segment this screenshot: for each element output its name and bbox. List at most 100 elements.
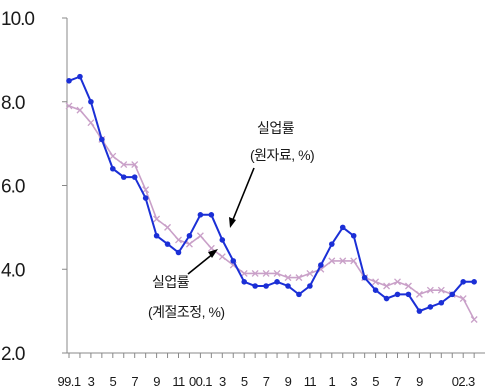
data-point-raw (230, 258, 237, 264)
data-point-raw (307, 283, 313, 289)
data-point-raw (449, 291, 456, 298)
data-point-seasonal (459, 295, 467, 303)
annotation-raw-arrow (231, 167, 255, 223)
data-point-raw (471, 279, 477, 285)
series-layer (65, 73, 478, 323)
data-point-raw (241, 279, 247, 285)
x-tick-label: 9 (153, 374, 160, 389)
data-point-raw (394, 291, 401, 298)
y-tick-label: 8.0 (1, 93, 25, 114)
data-point-seasonal (76, 106, 84, 114)
data-point-raw (285, 283, 291, 289)
y-tick-label: 6.0 (1, 177, 25, 198)
data-point-raw (208, 212, 215, 218)
data-point-raw (131, 174, 138, 180)
data-point-seasonal (284, 274, 292, 282)
data-point-seasonal (240, 269, 248, 277)
data-point-seasonal (372, 278, 380, 286)
x-tick-label: 00.1 (189, 374, 212, 389)
y-tick-label: 2.0 (1, 344, 25, 365)
data-point-raw (329, 241, 335, 247)
data-point-seasonal (404, 282, 412, 290)
annotation-raw-line2: (원자료, %) (250, 147, 314, 163)
data-point-raw (77, 73, 83, 80)
data-point-raw (318, 262, 324, 268)
x-tick-label: 11 (304, 374, 317, 389)
data-point-raw (274, 279, 280, 285)
data-point-raw (427, 304, 434, 310)
data-point-seasonal (339, 257, 347, 265)
x-tick-label: 7 (263, 374, 270, 389)
data-point-raw (438, 299, 445, 306)
data-point-seasonal (470, 316, 478, 323)
data-point-raw (372, 287, 379, 293)
data-point-raw (460, 279, 467, 285)
x-tick-label: 3 (88, 374, 95, 389)
x-tick-label: 99.1 (58, 374, 81, 389)
data-point-seasonal (394, 278, 401, 286)
data-point-raw (175, 249, 182, 256)
x-tick-label: 3 (350, 374, 357, 389)
y-tick-labels: 10.0 8.0 6.0 4.0 2.0 (1, 9, 35, 365)
x-tick-label: 7 (131, 374, 138, 389)
data-point-raw (350, 232, 357, 239)
data-point-seasonal (218, 253, 226, 261)
data-point-raw (263, 283, 269, 289)
data-point-seasonal (350, 257, 358, 265)
x-tick-label: 7 (394, 374, 401, 389)
x-tick-label: 9 (285, 374, 292, 389)
data-point-seasonal (131, 161, 139, 169)
data-point-seasonal (207, 244, 215, 252)
data-point-seasonal (273, 269, 281, 277)
data-point-seasonal (426, 286, 434, 294)
data-point-raw (110, 165, 116, 172)
data-point-seasonal (142, 186, 150, 194)
annotation-seasonal-line2: (계절조정, %) (148, 304, 225, 320)
annotation-seasonal: 실업률 (계절조정, %) (148, 249, 225, 320)
data-point-seasonal (109, 152, 117, 160)
data-point-raw (339, 224, 346, 231)
x-tick-label: 1 (328, 374, 335, 389)
data-point-raw (405, 291, 412, 298)
data-point-raw (416, 308, 423, 314)
data-point-seasonal (120, 161, 128, 169)
data-point-seasonal (185, 240, 193, 248)
series-raw (66, 73, 477, 314)
annotation-raw-line1: 실업률 (257, 120, 295, 136)
data-point-raw (383, 295, 390, 302)
data-point-seasonal (306, 269, 314, 277)
data-point-seasonal (383, 282, 391, 290)
x-tick-label: 5 (241, 374, 248, 389)
series-seasonal-line (68, 105, 475, 320)
data-point-seasonal (65, 102, 73, 110)
data-point-raw (142, 195, 149, 201)
data-point-raw (88, 98, 94, 105)
x-tick-label: 9 (416, 374, 423, 389)
data-point-raw (197, 212, 204, 218)
data-point-seasonal (196, 232, 204, 240)
data-point-raw (361, 274, 368, 281)
y-tick-label: 4.0 (1, 260, 25, 281)
data-point-raw (252, 283, 258, 289)
data-point-seasonal (262, 269, 270, 277)
data-point-raw (66, 78, 72, 84)
data-point-seasonal (87, 119, 95, 127)
series-seasonal (65, 102, 478, 323)
series-raw-line (68, 75, 475, 313)
data-point-seasonal (175, 236, 182, 244)
data-point-seasonal (251, 269, 259, 277)
data-point-seasonal (437, 286, 445, 294)
annotation-seasonal-arrow (187, 252, 215, 275)
x-tick-label: 5 (109, 374, 116, 389)
data-point-seasonal (153, 215, 161, 223)
data-point-raw (296, 291, 302, 298)
annotation-raw-arrowhead (229, 217, 236, 228)
data-point-raw (120, 174, 127, 180)
data-point-raw (99, 136, 105, 143)
data-point-raw (219, 237, 226, 243)
data-point-raw (164, 241, 171, 247)
x-tick-label: 3 (219, 374, 226, 389)
x-tick-label: 5 (372, 374, 379, 389)
data-point-raw (153, 232, 160, 239)
